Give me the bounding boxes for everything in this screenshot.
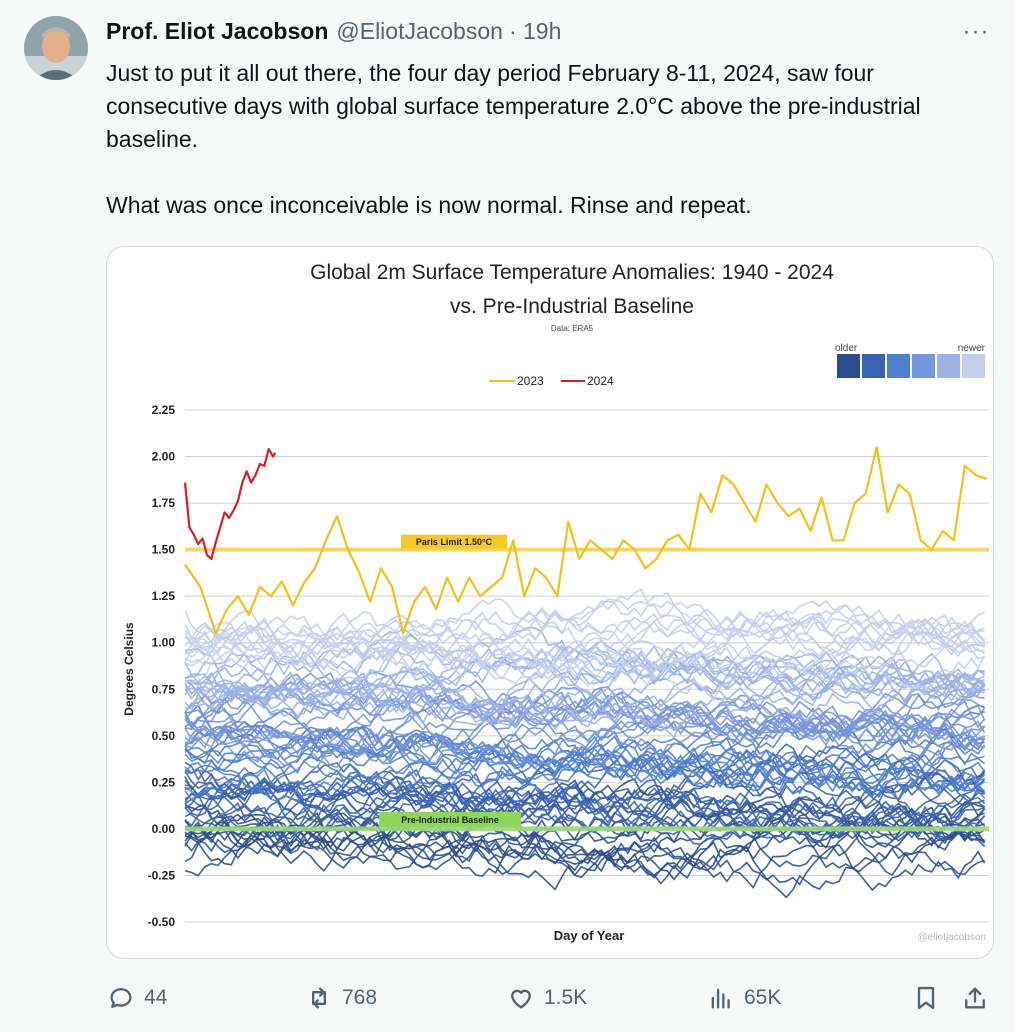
legend-2024-label: 2024: [587, 374, 614, 388]
historical-year-line: [184, 680, 985, 736]
reply-icon: [106, 983, 136, 1013]
tweet-header: Prof. Eliot Jacobson @EliotJacobson · 19…: [106, 18, 561, 48]
historical-year-line: [184, 817, 986, 892]
historical-year-line: [184, 614, 985, 681]
author-handle[interactable]: @EliotJacobson: [336, 18, 503, 44]
watermark: @eliotjacobson: [917, 932, 986, 943]
y-tick-label: 1.00: [152, 636, 176, 650]
views-count: 65K: [744, 986, 782, 1009]
y-axis-label: Degrees Celsius: [122, 622, 136, 716]
baseline-label-bg: [379, 811, 521, 827]
historical-year-line: [184, 784, 985, 858]
tweet-paragraph-1: Just to put it all out there, the four d…: [106, 60, 921, 152]
share-icon: [960, 983, 990, 1013]
bookmark-icon: [911, 983, 941, 1013]
y-tick-label: 0.75: [152, 682, 176, 696]
tweet-text: Just to put it all out there, the four d…: [106, 57, 1001, 222]
y-tick-label: -0.50: [148, 915, 176, 929]
author-name[interactable]: Prof. Eliot Jacobson: [106, 18, 329, 44]
paris-limit-label-bg: [401, 534, 507, 549]
series-2024-line: [183, 448, 277, 560]
historical-year-line: [184, 726, 986, 787]
like-button[interactable]: 1.5K: [506, 976, 587, 1020]
gradient-swatch: [962, 354, 985, 378]
historical-year-line: [184, 778, 986, 840]
views-icon: [706, 983, 736, 1013]
historical-year-line: [184, 645, 985, 710]
bookmark-button[interactable]: [911, 976, 941, 1020]
gradient-swatch: [937, 354, 960, 378]
historical-year-line: [184, 778, 985, 842]
reply-button[interactable]: 44: [106, 976, 167, 1020]
gradient-older-label: older: [835, 343, 858, 354]
tweet-paragraph-2: What was once inconceivable is now norma…: [106, 192, 752, 218]
repost-button[interactable]: 768: [304, 976, 377, 1020]
historical-year-line: [184, 679, 986, 751]
historical-year-line: [184, 720, 985, 785]
baseline-label: Pre-Industrial Baseline: [401, 815, 499, 825]
paris-limit-label: Paris Limit 1.50°C: [416, 537, 493, 547]
chart-subtitle: vs. Pre-Industrial Baseline: [450, 295, 694, 318]
chart-title: Global 2m Surface Temperature Anomalies:…: [310, 261, 834, 284]
historical-year-line: [184, 599, 985, 660]
historical-year-line: [184, 743, 985, 807]
historical-year-line: [184, 686, 985, 757]
y-tick-label: 0.25: [152, 775, 176, 789]
chart-texts: 2.25 2.00 1.75 1.50 1.25 1.00 0.75 0.50 0.25 0.00…: [122, 261, 986, 943]
tweet-actions: 44 768 1.5K 65K: [0, 976, 1015, 1020]
historical-year-line: [184, 612, 986, 678]
gradient-newer-label: newer: [958, 343, 986, 354]
repost-icon: [304, 983, 334, 1013]
historical-year-line: [184, 620, 985, 686]
highlighted-series: [183, 446, 988, 635]
more-icon[interactable]: ···: [962, 18, 990, 45]
y-tick-label: -0.25: [148, 868, 176, 882]
chart-image-card[interactable]: 2.25 2.00 1.75 1.50 1.25 1.00 0.75 0.50 0.25 0.00…: [106, 246, 994, 959]
historical-year-line: [184, 655, 986, 717]
x-axis-label: Day of Year: [554, 928, 625, 943]
repost-count: 768: [342, 986, 378, 1009]
chart-source: Data: ERA5: [551, 324, 594, 333]
like-count: 1.5K: [544, 986, 588, 1009]
tweet-time[interactable]: · 19h: [508, 18, 562, 44]
temperature-chart: 2.25 2.00 1.75 1.50 1.25 1.00 0.75 0.50 0.25 0.00…: [122, 261, 989, 943]
historical-year-line: [184, 812, 985, 899]
like-icon: [506, 983, 536, 1013]
historical-year-line: [184, 644, 986, 712]
y-tick-label: 0.50: [152, 729, 176, 743]
y-tick-label: 2.00: [152, 450, 176, 464]
legend-2023-label: 2023: [517, 374, 544, 388]
historical-year-line: [184, 598, 986, 657]
historical-year-line: [184, 598, 985, 659]
y-tick-label: 2.25: [152, 403, 176, 417]
gradient-swatch: [837, 354, 860, 378]
y-tick-label: 1.75: [152, 496, 176, 510]
historical-year-line: [184, 609, 986, 663]
historical-year-line: [184, 626, 985, 695]
historical-year-line: [184, 609, 985, 683]
share-button[interactable]: [960, 976, 990, 1020]
reference-lines: [185, 534, 989, 832]
historical-year-line: [184, 761, 986, 817]
series-2023-line: [184, 446, 988, 635]
historical-year-line: [184, 745, 985, 827]
author-avatar[interactable]: [24, 16, 88, 80]
y-tick-label: 1.50: [152, 543, 176, 557]
y-tick-label: 0.00: [152, 822, 176, 836]
historical-year-line: [184, 762, 986, 826]
gradient-swatch: [887, 354, 910, 378]
historical-year-line: [184, 738, 985, 795]
gradient-swatch: [912, 354, 935, 378]
gradient-swatch: [862, 354, 885, 378]
avatar-photo: [24, 16, 88, 80]
reply-count: 44: [144, 986, 168, 1009]
historical-year-line: [184, 806, 985, 885]
historical-year-line: [184, 650, 986, 717]
historical-years-lines: [184, 588, 986, 899]
y-tick-label: 1.25: [152, 589, 176, 603]
views-button[interactable]: 65K: [706, 976, 781, 1020]
